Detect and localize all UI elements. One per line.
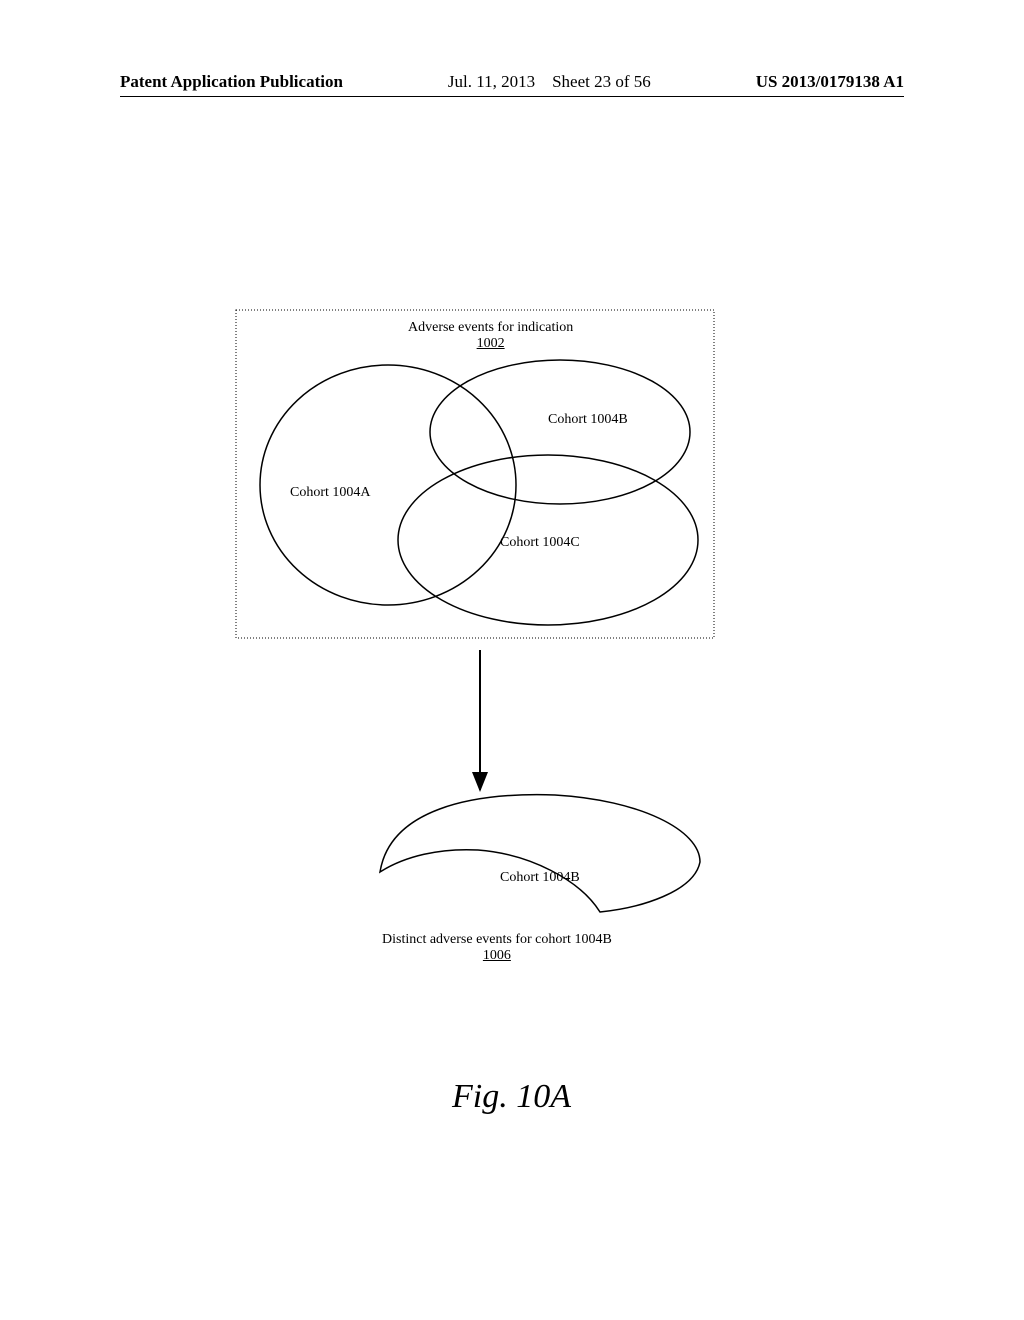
result-caption-ref: 1006 [483, 948, 511, 963]
figure-caption: Fig. 10A [452, 1078, 571, 1116]
indication-title: Adverse events for indication 1002 [408, 320, 573, 352]
result-caption-line1: Distinct adverse events for cohort 1004B [382, 932, 612, 947]
cohort-a-label: Cohort 1004A [290, 485, 371, 501]
indication-title-line1: Adverse events for indication [408, 320, 573, 335]
cohort-b-ellipse [430, 360, 690, 504]
result-caption: Distinct adverse events for cohort 1004B… [382, 932, 612, 964]
cohort-c-label: Cohort 1004C [500, 535, 580, 551]
cohort-b-label: Cohort 1004B [548, 412, 628, 428]
distinct-b-shape [380, 795, 700, 912]
indication-title-ref: 1002 [477, 336, 505, 351]
result-b-label: Cohort 1004B [500, 870, 580, 886]
venn-diagram [0, 0, 1024, 1320]
